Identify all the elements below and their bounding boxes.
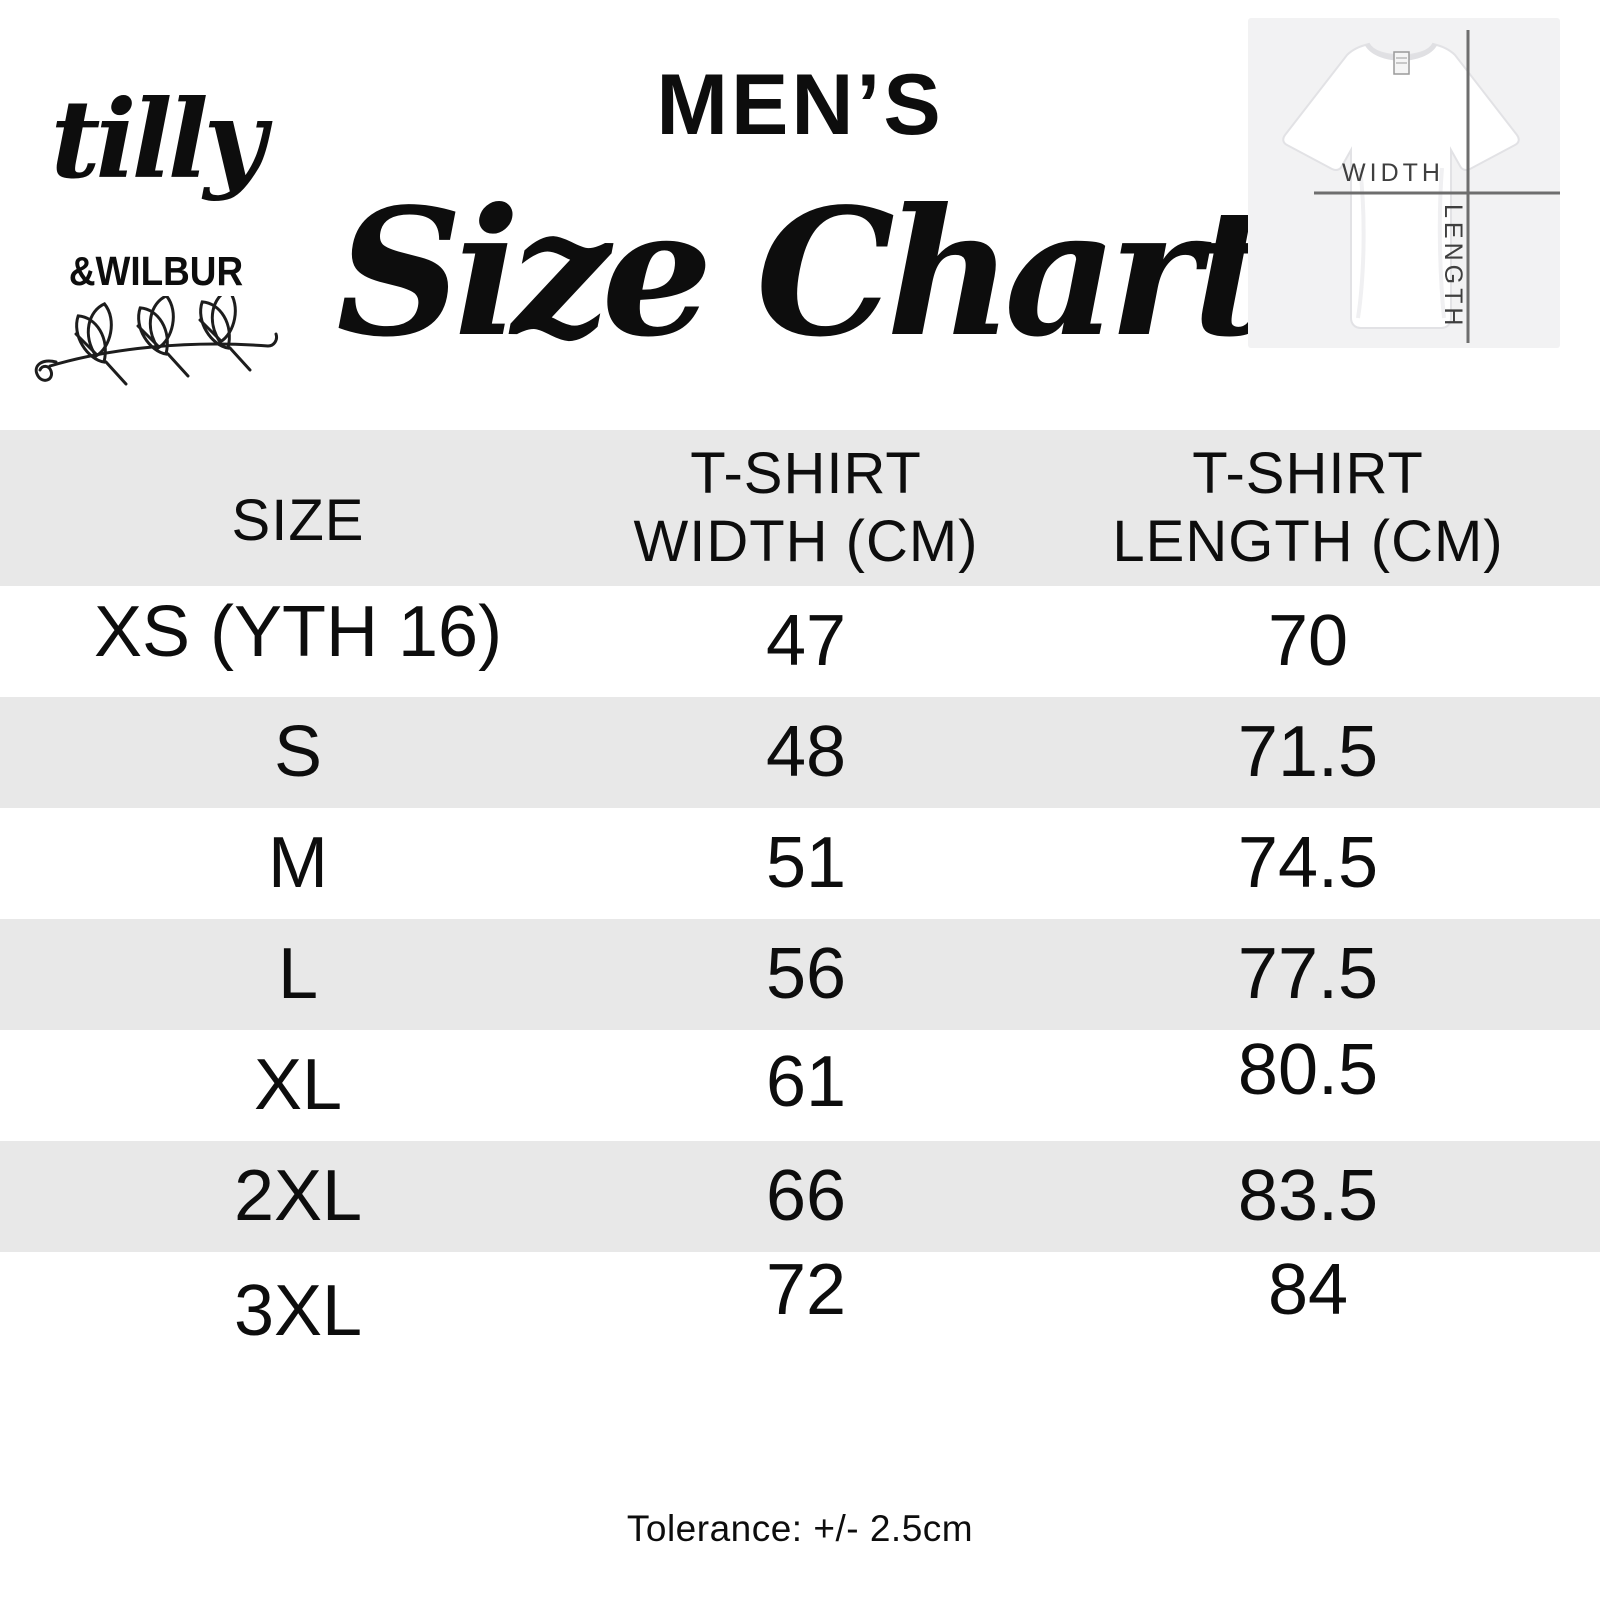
column-header-width: T-SHIRT WIDTH (CM) [633,441,979,574]
width-cell: 51 [765,822,847,903]
table-row: S 48 71.5 [0,697,1600,808]
tolerance-note: Tolerance: +/- 2.5cm [626,1508,974,1549]
table-header-row: SIZE T-SHIRT WIDTH (CM) T-SHIRT LENGTH (… [0,430,1600,586]
length-cell: 77.5 [1237,933,1379,1014]
table-row: XS (YTH 16) 47 70 [0,586,1600,697]
table-row: L 56 77.5 [0,919,1600,1030]
length-cell: 74.5 [1237,822,1379,903]
size-cell: L [277,933,319,1014]
table-row: M 51 74.5 [0,808,1600,919]
size-cell: S [273,711,323,792]
column-header-length: T-SHIRT LENGTH (CM) [1112,441,1504,574]
brand-name-caps: &WILBUR [68,248,244,294]
page-title: Size Chart [336,171,1272,376]
table-row: XL 61 80.5 [0,1030,1600,1141]
size-cell: XS (YTH 16) [93,591,503,672]
length-cell: 80.5 [1237,1029,1379,1110]
width-cell: 56 [765,933,847,1014]
brand-name-script: tilly [50,77,267,203]
size-cell: XL [253,1044,343,1125]
table-row: 2XL 66 83.5 [0,1141,1600,1252]
length-cell: 71.5 [1237,711,1379,792]
length-cell: 83.5 [1237,1155,1379,1236]
tshirt-illustration [1282,42,1520,329]
table-row: 3XL 72 84 [0,1252,1600,1363]
length-label: LENGTH [1439,204,1467,329]
width-cell: 66 [765,1155,847,1236]
tshirt-measurement-photo: WIDTH LENGTH [1248,18,1560,348]
width-cell: 61 [765,1041,847,1122]
width-cell: 47 [765,600,847,681]
width-label: WIDTH [1342,159,1444,187]
length-cell: 70 [1267,600,1349,681]
width-cell: 48 [765,711,847,792]
size-cell: 3XL [233,1270,363,1351]
column-header-size: SIZE [231,488,365,553]
category-heading: MEN’S [656,57,944,153]
width-cell: 72 [765,1249,847,1330]
size-cell: 2XL [233,1155,363,1236]
size-cell: M [268,822,328,903]
length-cell: 84 [1267,1249,1349,1330]
size-table: SIZE T-SHIRT WIDTH (CM) T-SHIRT LENGTH (… [0,430,1600,1363]
laurel-branch-icon [34,296,278,386]
